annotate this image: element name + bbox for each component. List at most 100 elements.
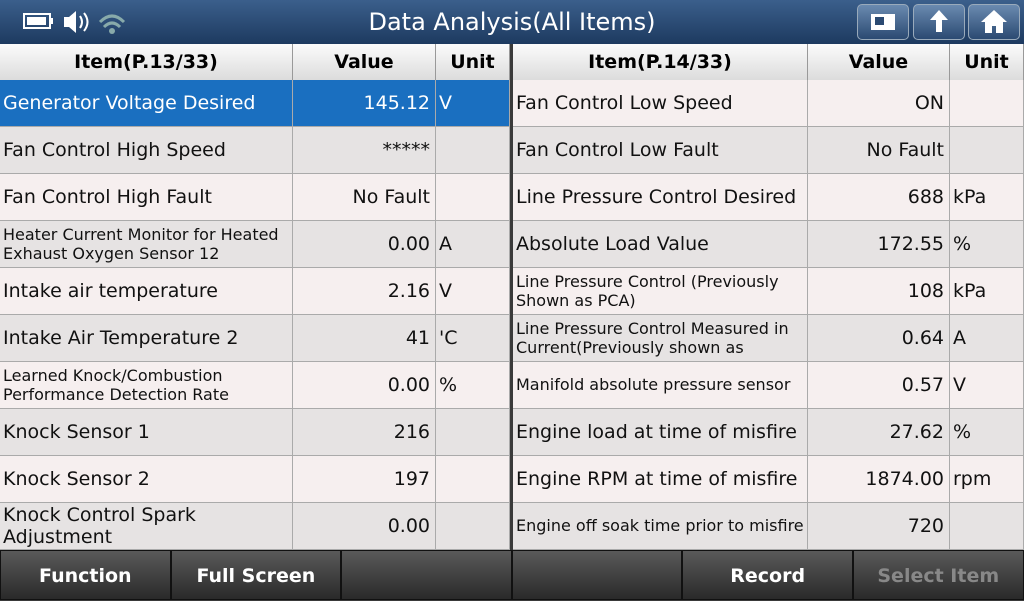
item-name: Heater Current Monitor for Heated Exhaus… xyxy=(0,221,293,268)
value-header: Value xyxy=(293,44,436,80)
item-value: 0.57 xyxy=(808,362,950,409)
item-unit xyxy=(436,503,510,550)
item-unit: kPa xyxy=(950,268,1024,315)
item-unit xyxy=(950,503,1024,550)
item-unit: % xyxy=(436,362,510,409)
footer-button: Select Item xyxy=(852,550,1024,600)
item-value: 27.62 xyxy=(808,409,950,456)
page-title: Data Analysis(All Items) xyxy=(368,8,656,36)
item-value: 145.12 xyxy=(293,80,436,127)
item-name: Fan Control Low Speed xyxy=(513,80,808,127)
title-bar: Data Analysis(All Items) xyxy=(0,0,1024,44)
item-value: 720 xyxy=(808,503,950,550)
item-header: Item(P.13/33) xyxy=(0,44,293,80)
item-name: Fan Control Low Fault xyxy=(513,127,808,174)
table-row[interactable]: Absolute Load Value 172.55% xyxy=(513,221,1024,268)
item-value: ***** xyxy=(293,127,436,174)
item-value: 216 xyxy=(293,409,436,456)
table-row[interactable]: Generator Voltage Desired 145.12 V xyxy=(0,80,510,127)
table-row[interactable]: Manifold absolute pressure sensor 0.57 V xyxy=(513,362,1024,409)
unit-header: Unit xyxy=(436,44,510,80)
table-header: Item(P.13/33) Value Unit xyxy=(0,44,510,80)
item-unit: % xyxy=(950,221,1024,268)
item-value: 172.55 xyxy=(808,221,950,268)
item-name: Line Pressure Control Measured in Curren… xyxy=(513,315,808,362)
item-value: 0.00 xyxy=(293,362,436,409)
table-row[interactable]: Engine off soak time prior to misfire 720 xyxy=(513,503,1024,550)
table-row[interactable]: Fan Control High Fault No Fault xyxy=(0,174,510,221)
item-name: Engine off soak time prior to misfire xyxy=(513,503,808,550)
report-button[interactable] xyxy=(857,4,909,40)
table-row[interactable]: Knock Sensor 2 197 xyxy=(0,456,510,503)
footer-button[interactable]: Function xyxy=(0,550,171,600)
table-row[interactable]: Fan Control High Speed ***** xyxy=(0,127,510,174)
item-name: Intake air temperature xyxy=(0,268,293,315)
table-row[interactable]: Engine load at time of misfire 27.62% xyxy=(513,409,1024,456)
unit-header: Unit xyxy=(950,44,1024,80)
item-name: Knock Control Spark Adjustment xyxy=(0,503,293,550)
item-value: 2.16 xyxy=(293,268,436,315)
item-header: Item(P.14/33) xyxy=(513,44,808,80)
table-row[interactable]: Learned Knock/Combustion Performance Det… xyxy=(0,362,510,409)
table-row[interactable]: Line Pressure Control Measured in Curren… xyxy=(513,315,1024,362)
item-name: Line Pressure Control Desired xyxy=(513,174,808,221)
item-unit xyxy=(436,127,510,174)
table-row[interactable]: Heater Current Monitor for Heated Exhaus… xyxy=(0,221,510,268)
item-unit: 'C xyxy=(436,315,510,362)
item-name: Knock Sensor 1 xyxy=(0,409,293,456)
item-unit: rpm xyxy=(950,456,1024,503)
footer-button[interactable]: Full Screen xyxy=(170,550,342,600)
back-icon xyxy=(930,10,948,32)
table-row[interactable]: Line Pressure Control Desired 688 kPa xyxy=(513,174,1024,221)
table-row[interactable]: Line Pressure Control (Previously Shown … xyxy=(513,268,1024,315)
table-header: Item(P.14/33) Value Unit xyxy=(513,44,1024,80)
item-value: 108 xyxy=(808,268,950,315)
right-table: Item(P.14/33) Value Unit Fan Control Low Sp… xyxy=(513,44,1024,550)
item-unit: % xyxy=(950,409,1024,456)
item-unit xyxy=(950,80,1024,127)
item-name: Absolute Load Value xyxy=(513,221,808,268)
status-icons xyxy=(23,11,126,34)
item-unit xyxy=(436,174,510,221)
home-icon xyxy=(981,10,1007,33)
table-row[interactable]: Fan Control Low Fault No Fault xyxy=(513,127,1024,174)
item-unit xyxy=(436,409,510,456)
table-row[interactable]: Knock Control Spark Adjustment 0.00 xyxy=(0,503,510,550)
item-value: 0.00 xyxy=(293,221,436,268)
item-name: Fan Control High Fault xyxy=(0,174,293,221)
empty-button xyxy=(511,550,683,600)
item-name: Knock Sensor 2 xyxy=(0,456,293,503)
item-name: Engine RPM at time of misfire xyxy=(513,456,808,503)
item-name: Learned Knock/Combustion Performance Det… xyxy=(0,362,293,409)
table-row[interactable]: Intake air temperature 2.16 V xyxy=(0,268,510,315)
footer: Function Full Screen Record Select Item xyxy=(0,550,1024,600)
table-row[interactable]: Fan Control Low Speed ON xyxy=(513,80,1024,127)
item-value: 1874.00 xyxy=(808,456,950,503)
item-value: 0.64 xyxy=(808,315,950,362)
item-name: Manifold absolute pressure sensor xyxy=(513,362,808,409)
item-unit xyxy=(436,456,510,503)
table-row[interactable]: Intake Air Temperature 2 41 'C xyxy=(0,315,510,362)
item-unit: kPa xyxy=(950,174,1024,221)
item-value: No Fault xyxy=(293,174,436,221)
home-button[interactable] xyxy=(968,4,1020,40)
item-unit: A xyxy=(950,315,1024,362)
item-value: 41 xyxy=(293,315,436,362)
item-value: 688 xyxy=(808,174,950,221)
item-value: 0.00 xyxy=(293,503,436,550)
left-table: Item(P.13/33) Value Unit Generator Voltage … xyxy=(0,44,510,550)
footer-button[interactable]: Record xyxy=(682,550,853,600)
item-value: 197 xyxy=(293,456,436,503)
item-unit: A xyxy=(436,221,510,268)
item-name: Line Pressure Control (Previously Shown … xyxy=(513,268,808,315)
item-name: Engine load at time of misfire xyxy=(513,409,808,456)
value-header: Value xyxy=(808,44,950,80)
item-name: Intake Air Temperature 2 xyxy=(0,315,293,362)
item-unit: V xyxy=(436,80,510,127)
item-unit: V xyxy=(950,362,1024,409)
table-row[interactable]: Knock Sensor 1 216 xyxy=(0,409,510,456)
table-row[interactable]: Engine RPM at time of misfire 1874.00 rpm xyxy=(513,456,1024,503)
back-button[interactable] xyxy=(913,4,965,40)
item-unit: V xyxy=(436,268,510,315)
